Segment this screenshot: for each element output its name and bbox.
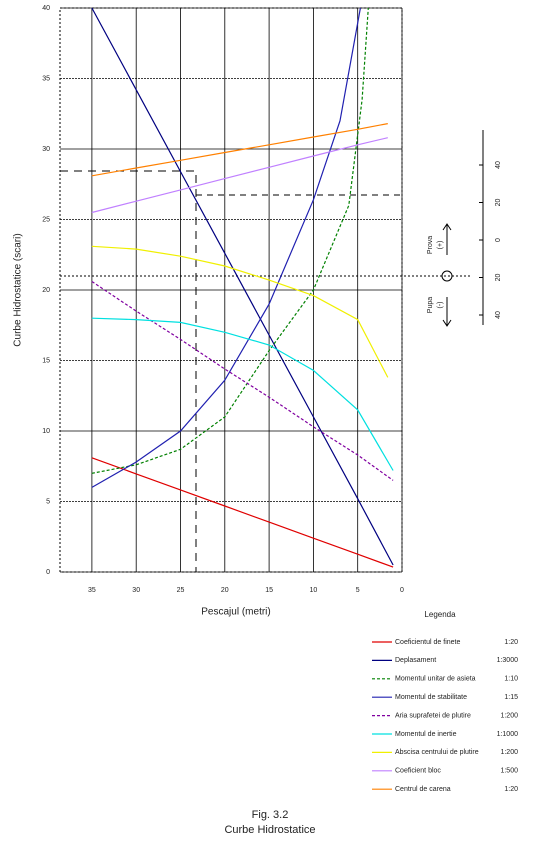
gauge-bow-sign: (+): [437, 241, 444, 250]
series-line: [91, 7, 394, 566]
legend-scale: 1:200: [500, 749, 518, 756]
legend-label: Aria suprafetei de plutire: [395, 712, 471, 719]
gauge-stern: Pupa: [427, 297, 434, 313]
x-tick-label: 10: [310, 587, 318, 594]
legend-scale: 1:3000: [497, 657, 519, 664]
y-tick-label: 20: [42, 287, 50, 294]
series-line: [91, 7, 369, 474]
y-tick-label: 35: [42, 75, 50, 82]
x-tick-label: 30: [132, 587, 140, 594]
series-line: [91, 281, 394, 481]
legend-label: Coeficient bloc: [395, 768, 441, 775]
x-tick-label: 15: [265, 587, 273, 594]
legend-scale: 1:15: [504, 694, 518, 701]
series-line: [91, 317, 394, 471]
series-line: [91, 137, 388, 214]
series-line: [91, 123, 388, 177]
reference-lines: [60, 170, 470, 572]
legend-label: Coeficientul de finete: [395, 639, 460, 646]
legend-title: Legenda: [424, 610, 456, 619]
legend-scale: 1:20: [504, 786, 518, 793]
x-tick-label: 20: [221, 587, 229, 594]
y-tick-label: 5: [46, 498, 50, 505]
gauge-tick-label: 0: [495, 238, 502, 242]
caption: Fig. 3.2: [252, 809, 289, 821]
legend-scale: 1:200: [500, 712, 518, 719]
gauge-tick-label: 20: [495, 199, 502, 207]
legend-scale: 1:10: [504, 676, 518, 683]
series-line: [91, 245, 389, 378]
y-tick-label: 0: [46, 569, 50, 576]
series-line: [91, 7, 361, 488]
gauge-stern-sign: (-): [437, 302, 444, 309]
x-tick-label: 0: [400, 587, 404, 594]
legend-label: Momentul unitar de asieta: [395, 676, 476, 683]
legend-label: Momentul de inertie: [395, 731, 457, 738]
gauge-tick-label: 20: [495, 274, 502, 282]
x-tick-label: 5: [356, 587, 360, 594]
legend-scale: 1:20: [504, 639, 518, 646]
caption-sub: Curbe Hidrostatice: [224, 824, 315, 836]
y-tick-label: 10: [42, 428, 50, 435]
x-tick-label: 35: [88, 587, 96, 594]
y-axis-label: Curbe Hidrostatice (scari): [13, 233, 24, 346]
legend-label: Momentul de stabilitate: [395, 694, 467, 701]
legend-scale: 1:500: [500, 768, 518, 775]
gauge-tick-label: 40: [495, 311, 502, 319]
legend-scale: 1:1000: [497, 731, 519, 738]
gauge-arrows: [442, 223, 452, 327]
series-line: [91, 457, 394, 568]
legend-label: Deplasament: [395, 657, 436, 664]
x-axis-label: Pescajul (metri): [201, 607, 270, 618]
legend-label: Centrul de carena: [395, 786, 451, 793]
gauge-bow: Prova: [427, 236, 434, 254]
x-tick-label: 25: [177, 587, 185, 594]
legend-label: Abscisa centrului de plutire: [395, 749, 479, 756]
y-tick-label: 40: [42, 5, 50, 12]
y-tick-label: 15: [42, 357, 50, 364]
y-tick-label: 30: [42, 146, 50, 153]
y-tick-label: 25: [42, 216, 50, 223]
gauge-tick-label: 40: [495, 161, 502, 169]
gauge-symbol: [441, 270, 453, 282]
